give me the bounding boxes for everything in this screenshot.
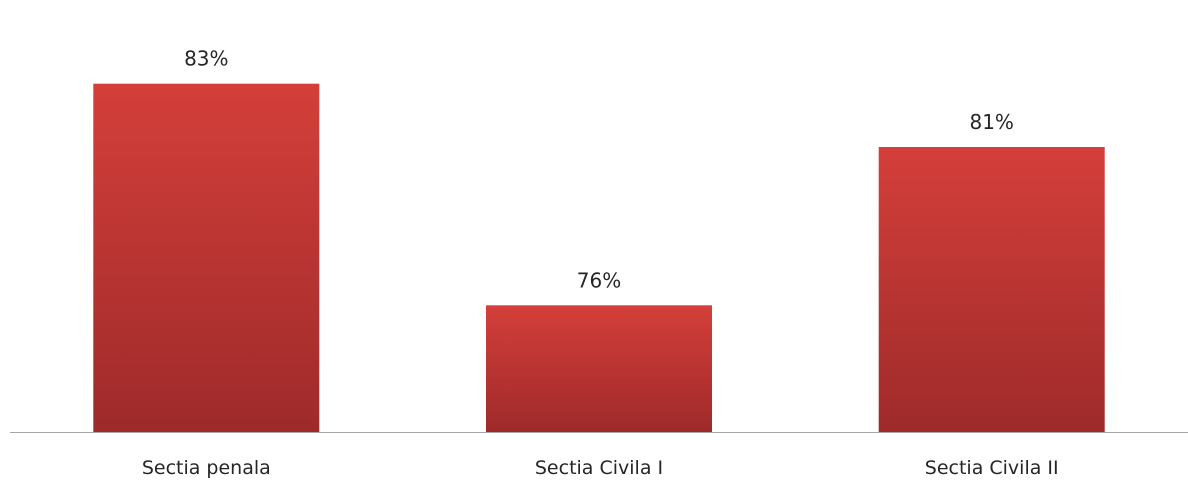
data-label: 81% (969, 110, 1013, 134)
data-label: 76% (577, 268, 621, 292)
data-label: 83% (184, 47, 228, 71)
value-labels-layer: 83% 76% 81% (184, 47, 1014, 293)
x-tick-label: Sectia Civila I (535, 457, 663, 479)
bar (486, 305, 712, 432)
bar (93, 83, 320, 432)
x-tick-label: Sectia Civila II (925, 457, 1059, 479)
category-labels-layer: Sectia penala Sectia Civila I Sectia Civil… (142, 457, 1059, 479)
x-tick-label: Sectia penala (142, 457, 271, 479)
bar (878, 147, 1105, 432)
bars-layer (93, 83, 1105, 432)
